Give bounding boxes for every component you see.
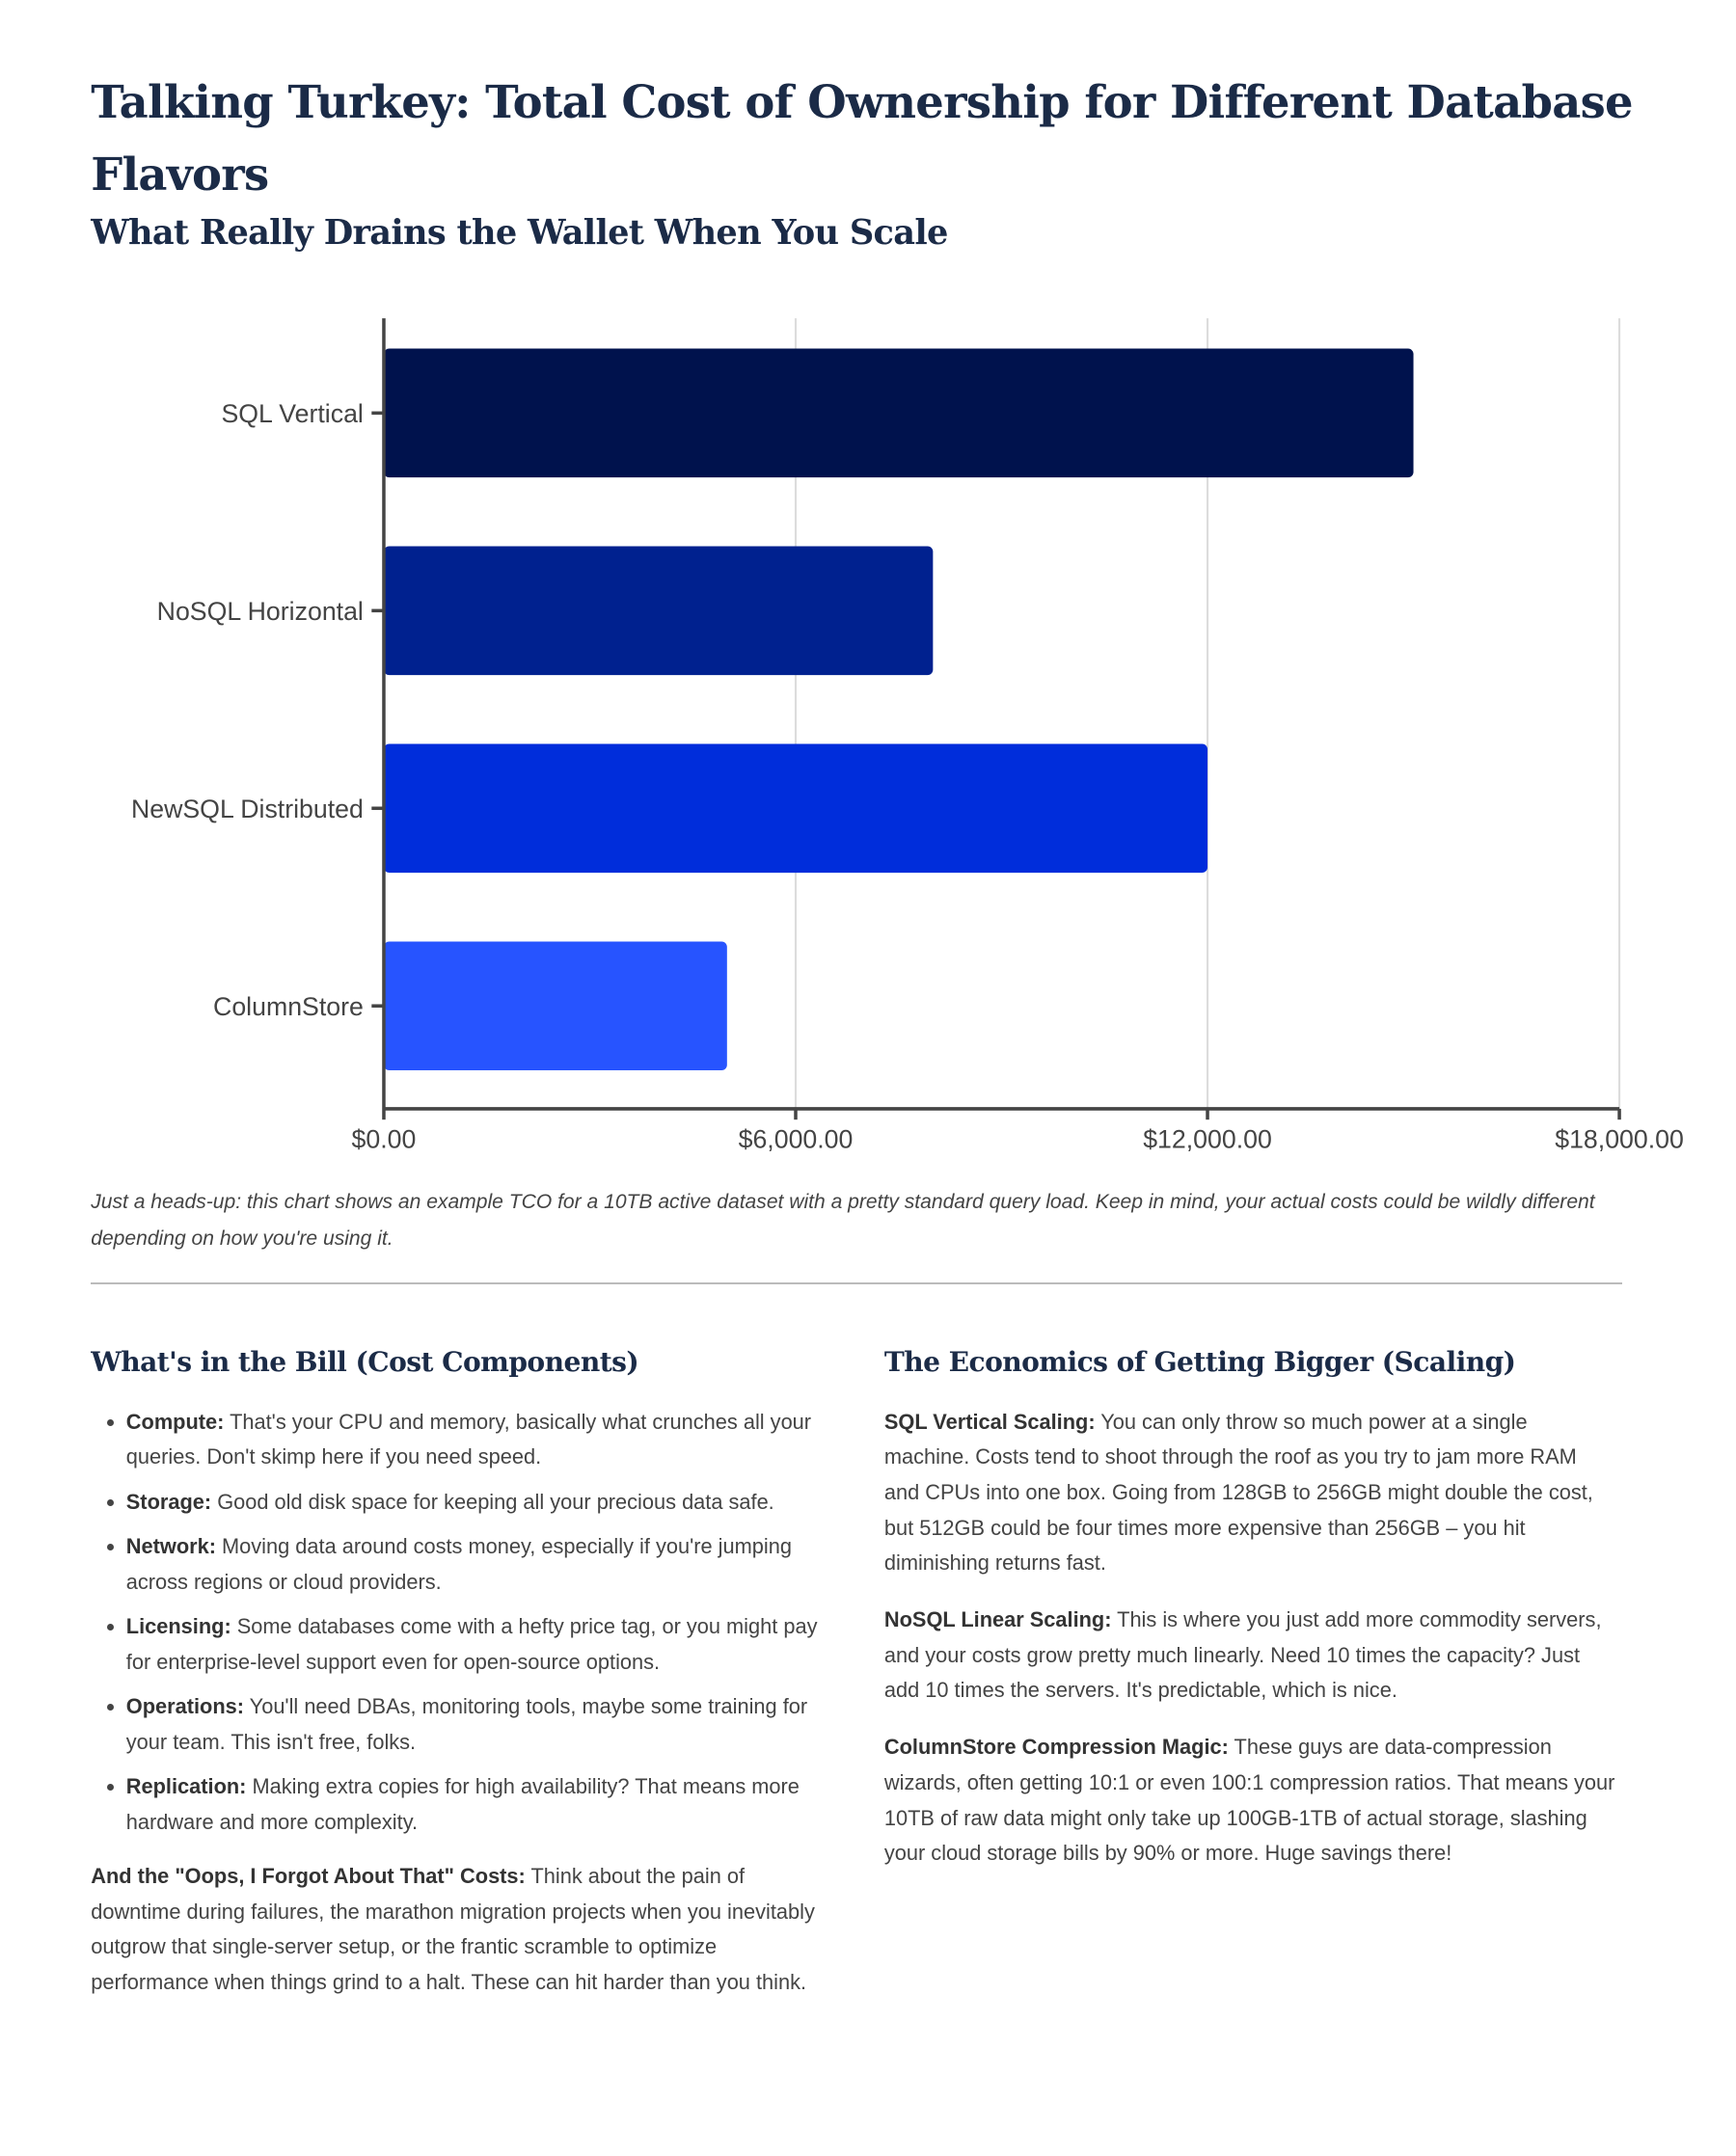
list-item: Operations: You'll need DBAs, monitoring… <box>126 1689 824 1760</box>
page-title: Talking Turkey: Total Cost of Ownership … <box>91 74 1633 202</box>
item-label: Compute: <box>125 1409 225 1434</box>
x-tick-label: $0.00 <box>352 1125 417 1154</box>
scaling-section: The Economics of Getting Bigger (Scaling… <box>884 1345 1616 1893</box>
list-item: Licensing: Some databases come with a he… <box>126 1609 824 1680</box>
chart-caption: Just a heads-up: this chart shows an exa… <box>91 1190 1595 1250</box>
item-label: Network: <box>125 1534 216 1559</box>
cost-components-section: What's in the Bill (Cost Components) Com… <box>91 1345 823 2022</box>
para-text: This is where you just add more commodit… <box>883 1607 1602 1703</box>
list-item: Replication: Making extra copies for hig… <box>126 1769 824 1840</box>
para-text: You can only throw so much power at a si… <box>883 1409 1593 1576</box>
scaling-paragraph: SQL Vertical Scaling: You can only throw… <box>884 1405 1616 1581</box>
x-tick-label: $18,000.00 <box>1555 1125 1684 1154</box>
y-tick-label: ColumnStore <box>213 992 364 1021</box>
hidden-costs-label: And the "Oops, I Forgot About That" Cost… <box>91 1863 526 1888</box>
item-label: Replication: <box>125 1774 247 1799</box>
page-subtitle: What Really Drains the Wallet When You S… <box>91 212 948 253</box>
list-item: Network: Moving data around costs money,… <box>126 1529 824 1600</box>
bar-nosql-horizontal <box>383 546 934 676</box>
item-label: Licensing: <box>125 1614 231 1639</box>
item-label: Operations: <box>125 1694 245 1719</box>
bar-sql-vertical <box>383 348 1414 478</box>
tco-bar-chart: $0.00 $6,000.00 $12,000.00 $18,000.00 SQL Ve… <box>131 318 1684 1154</box>
x-tick-label: $12,000.00 <box>1143 1125 1272 1154</box>
para-label: ColumnStore Compression Magic: <box>883 1735 1229 1760</box>
x-tick-label: $6,000.00 <box>739 1125 854 1154</box>
cost-components-heading: What's in the Bill (Cost Components) <box>91 1346 639 1378</box>
list-item: Storage: Good old disk space for keeping… <box>126 1485 824 1521</box>
item-text: That's your CPU and memory, basically wh… <box>125 1409 812 1469</box>
bar-newsql-distributed <box>383 743 1208 874</box>
item-text: Making extra copies for high availabilit… <box>125 1774 800 1834</box>
y-tick-label: NewSQL Distributed <box>131 795 364 823</box>
hidden-costs-paragraph: And the "Oops, I Forgot About That" Cost… <box>91 1859 823 2000</box>
hidden-costs-text: Think about the pain of downtime during … <box>91 1863 815 1994</box>
scaling-heading: The Economics of Getting Bigger (Scaling… <box>883 1346 1516 1378</box>
bar-columnstore <box>383 941 727 1071</box>
para-label: SQL Vertical Scaling: <box>883 1409 1096 1434</box>
cost-components-list: Compute: That's your CPU and memory, bas… <box>91 1405 823 1840</box>
scaling-paragraph: ColumnStore Compression Magic: These guy… <box>884 1730 1616 1871</box>
y-tick-label: NoSQL Horizontal <box>157 598 364 627</box>
item-text: Some databases come with a hefty price t… <box>125 1614 818 1674</box>
list-item: Compute: That's your CPU and memory, bas… <box>126 1405 824 1475</box>
item-text: You'll need DBAs, monitoring tools, mayb… <box>125 1694 808 1754</box>
item-label: Storage: <box>125 1489 212 1514</box>
divider <box>91 1282 1622 1286</box>
para-label: NoSQL Linear Scaling: <box>883 1607 1112 1632</box>
item-text: Good old disk space for keeping all your… <box>211 1489 774 1514</box>
scaling-paragraph: NoSQL Linear Scaling: This is where you … <box>884 1603 1616 1709</box>
y-tick-label: SQL Vertical <box>221 400 363 429</box>
para-text: These guys are data-compression wizards,… <box>883 1735 1615 1866</box>
item-text: Moving data around costs money, especial… <box>125 1534 792 1594</box>
